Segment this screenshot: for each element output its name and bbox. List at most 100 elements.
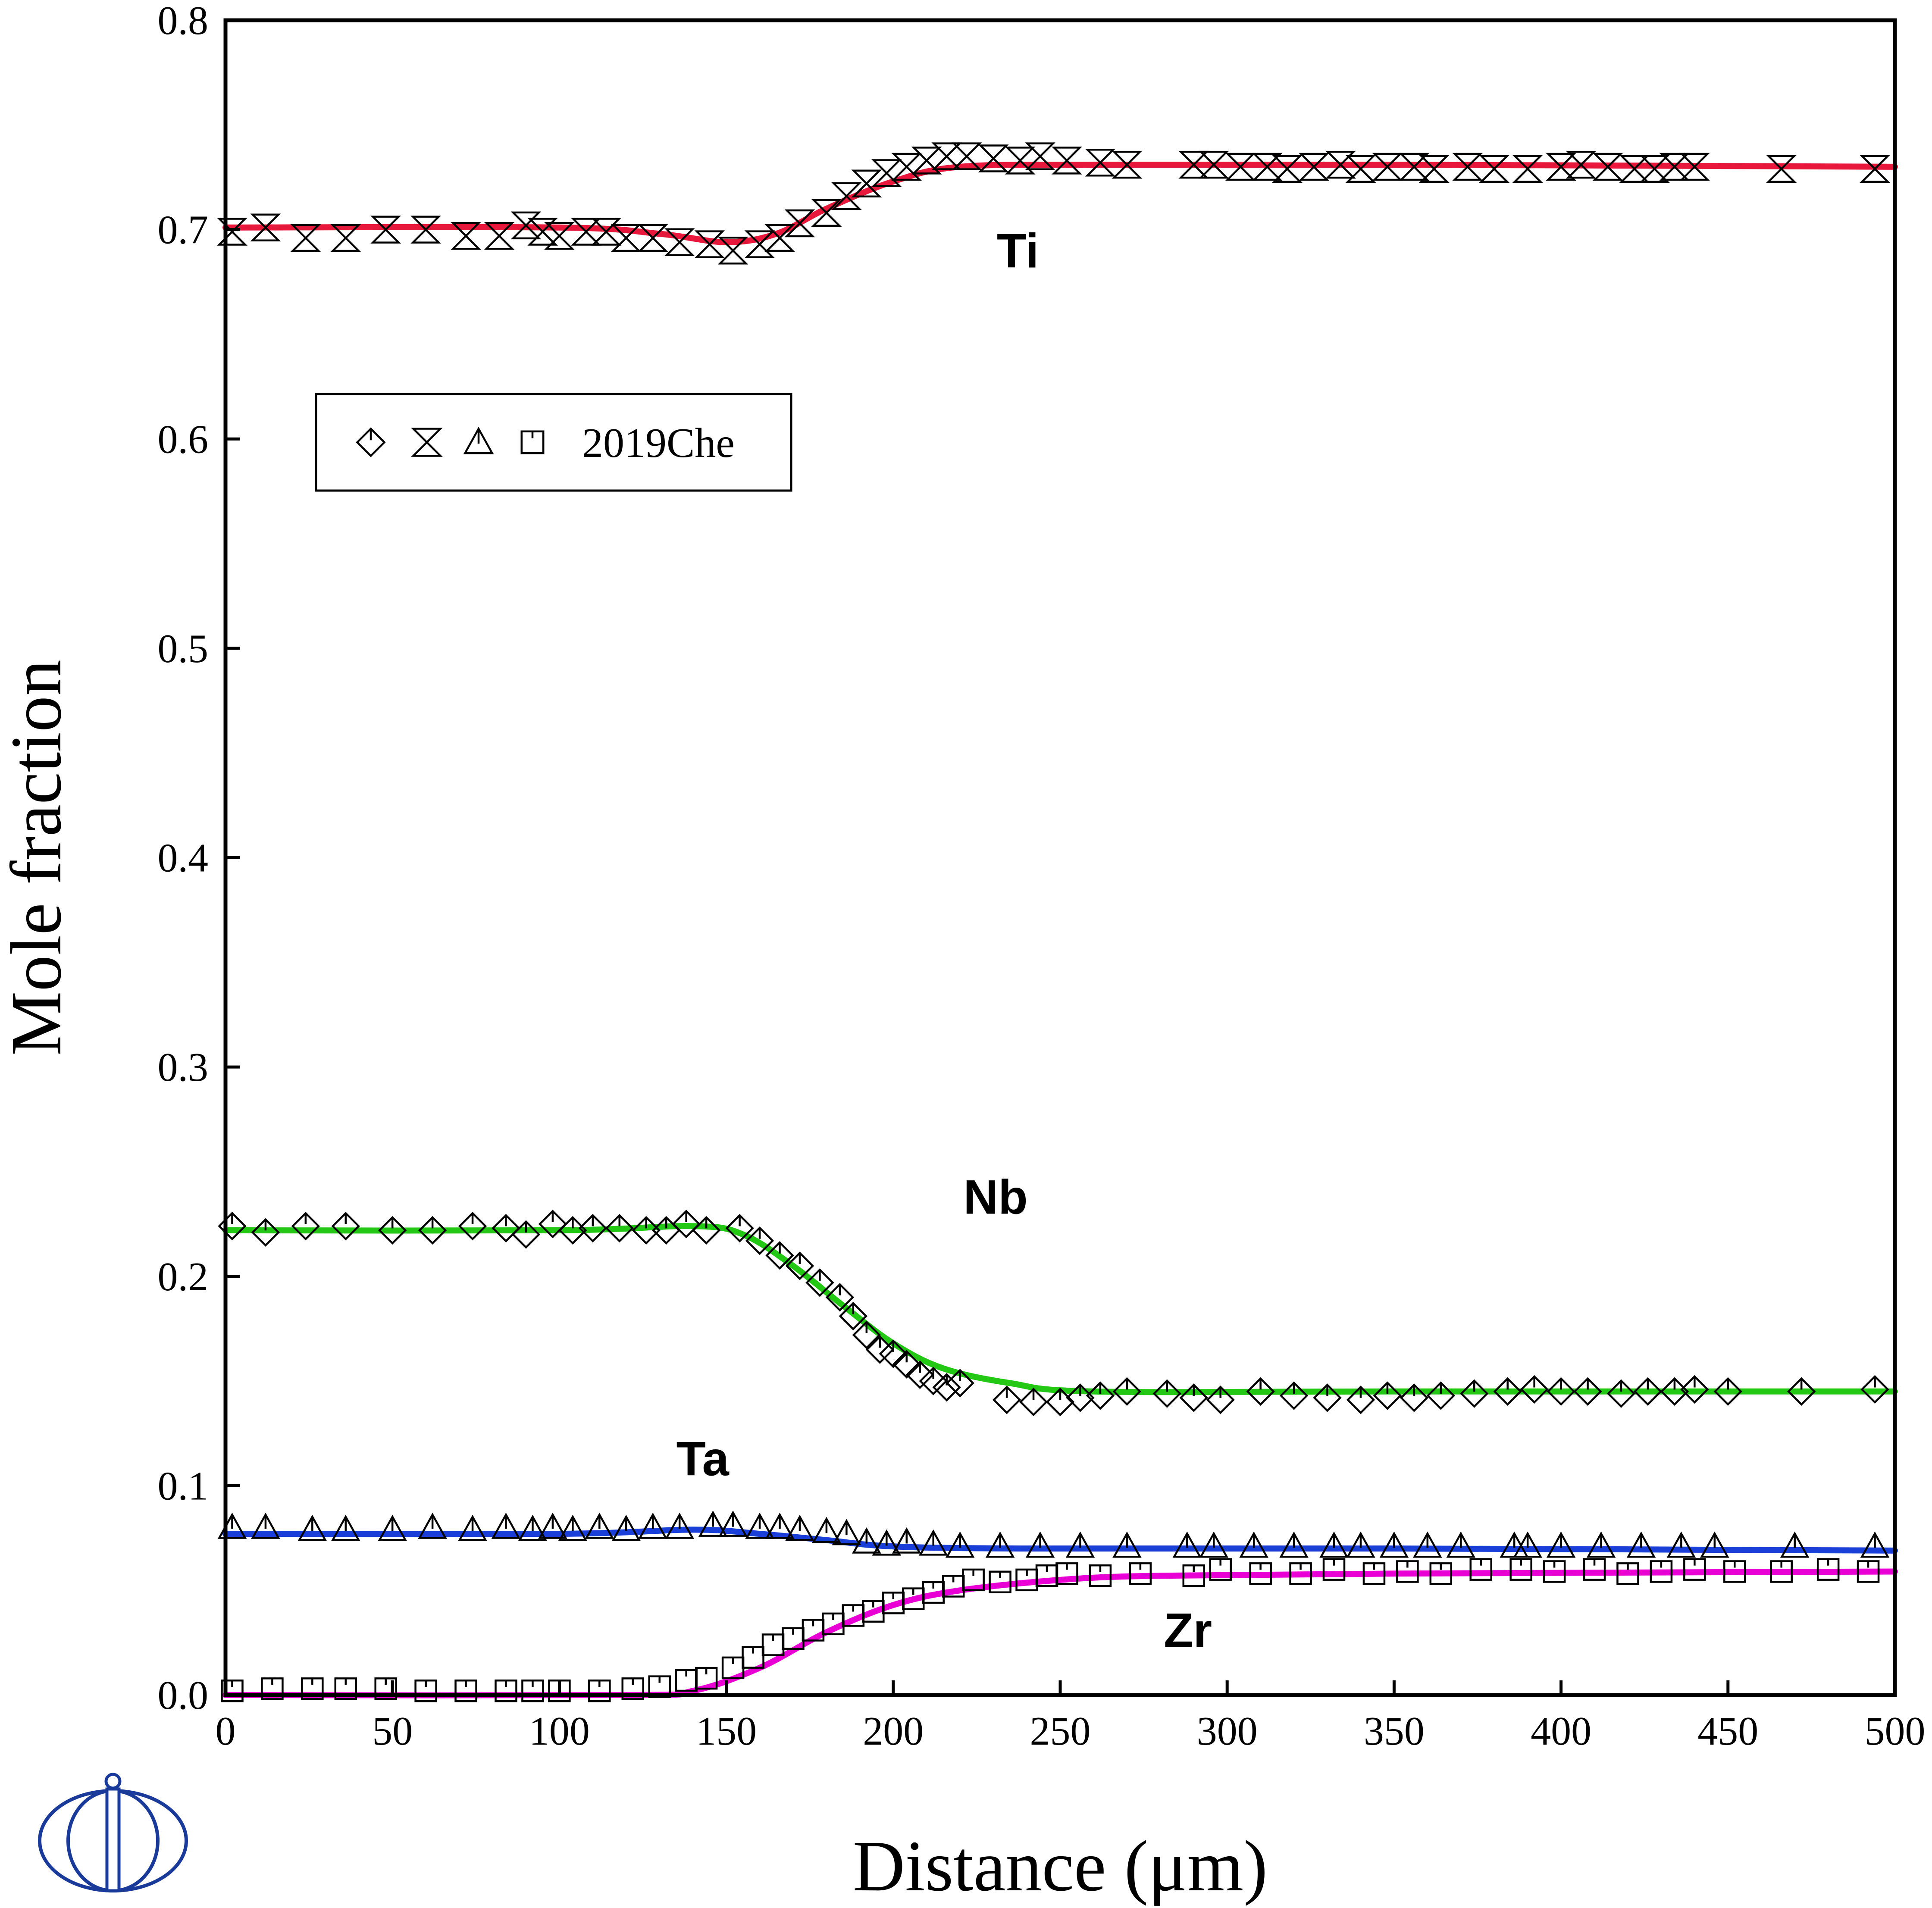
ta-point	[297, 1514, 327, 1541]
zr-point	[1543, 1560, 1566, 1583]
data-markers	[217, 142, 1890, 1702]
zr-point	[1583, 1558, 1606, 1581]
zr-point	[1816, 1558, 1840, 1581]
nb-point	[879, 1339, 908, 1368]
zr-point	[261, 1677, 284, 1700]
zr-curve	[222, 1568, 1898, 1698]
ta-point	[1199, 1531, 1229, 1558]
nb-point	[765, 1241, 794, 1270]
legend-marker-hourglass	[411, 428, 443, 457]
zr-point	[1857, 1560, 1880, 1583]
y-tick-label: 0.2	[158, 1254, 209, 1299]
zr-point	[1362, 1562, 1386, 1585]
zr-point	[1683, 1558, 1706, 1581]
nb-point	[1520, 1375, 1549, 1404]
legend-label: 2019Che	[582, 420, 735, 466]
nb-point	[992, 1386, 1021, 1414]
nb-point	[1373, 1381, 1402, 1410]
x-tick-label: 450	[1697, 1709, 1758, 1754]
ta-point	[1112, 1531, 1142, 1558]
ta-point	[491, 1512, 521, 1539]
nb-point	[1086, 1381, 1115, 1410]
nb-point	[1019, 1387, 1048, 1417]
ta-point	[378, 1514, 407, 1541]
zr-point	[1129, 1562, 1152, 1585]
y-tick-label: 0.7	[158, 208, 209, 253]
ta-point	[1626, 1531, 1656, 1558]
zr-point	[334, 1677, 357, 1700]
ti-point	[1860, 155, 1890, 183]
y-axis-title: Mole fraction	[0, 660, 76, 1056]
ti-point	[1479, 155, 1510, 183]
zr-point	[1469, 1558, 1492, 1581]
nb-point	[1573, 1377, 1602, 1406]
ti-point	[717, 236, 748, 265]
ta-point	[1239, 1531, 1268, 1558]
ta-point	[1346, 1531, 1375, 1558]
x-tick-label: 200	[863, 1709, 924, 1754]
ti-point	[217, 218, 247, 246]
nb-point	[1680, 1375, 1709, 1404]
ti-point	[811, 199, 842, 227]
nb-point	[1206, 1386, 1235, 1414]
ta-point	[1780, 1531, 1810, 1558]
nb-point	[672, 1210, 701, 1239]
ta-point	[518, 1514, 548, 1541]
ta-point	[1413, 1531, 1442, 1558]
nb-point	[1547, 1377, 1575, 1406]
ti-point	[1372, 153, 1403, 181]
nb-point	[692, 1216, 721, 1245]
ti-point	[1112, 150, 1143, 179]
ti-point	[1085, 148, 1116, 177]
x-tick-label: 50	[372, 1709, 413, 1754]
ti-point	[1592, 153, 1623, 181]
ta-point	[1500, 1531, 1529, 1558]
nb-point	[932, 1373, 961, 1402]
zr-point	[1249, 1562, 1272, 1585]
ta-point	[765, 1512, 795, 1539]
ti-point	[1052, 147, 1082, 175]
ti-point	[1299, 153, 1329, 181]
ti-point	[1252, 153, 1283, 181]
zr-point	[742, 1646, 764, 1669]
nb-point	[1493, 1377, 1522, 1406]
x-tick-label: 350	[1364, 1709, 1425, 1754]
nb-point	[218, 1212, 247, 1241]
series-label-zr: Zr	[1164, 1604, 1212, 1658]
ti-point	[410, 216, 442, 244]
ta-point	[1586, 1531, 1616, 1558]
ti-point	[1272, 155, 1303, 183]
ti-point	[611, 224, 642, 252]
ti-point	[1225, 153, 1256, 181]
ta-point	[1860, 1531, 1890, 1558]
logo-dot	[104, 1773, 122, 1790]
ta-point	[785, 1514, 814, 1541]
ti-point	[1025, 142, 1055, 170]
nb-point	[632, 1216, 661, 1245]
nb-point	[946, 1369, 974, 1398]
nb-point	[605, 1214, 634, 1243]
nb-point	[1346, 1386, 1375, 1414]
ti-point	[1452, 153, 1483, 181]
nb-point	[852, 1320, 881, 1349]
zr-point	[675, 1669, 698, 1692]
zr-point	[1616, 1562, 1639, 1585]
ta-point	[1379, 1531, 1409, 1558]
ti-point	[1639, 155, 1670, 183]
ti-point	[764, 224, 795, 252]
zr-point	[1322, 1558, 1346, 1581]
ta-point	[1700, 1531, 1729, 1558]
nb-point	[1606, 1379, 1636, 1408]
zr-point	[1035, 1564, 1058, 1587]
nb-point	[378, 1216, 407, 1245]
logo-bar	[105, 1787, 121, 1892]
ta-point	[538, 1512, 567, 1539]
ti-point	[978, 144, 1009, 172]
ta-point	[832, 1519, 861, 1545]
ti-point	[1659, 153, 1690, 181]
zr-point	[842, 1604, 865, 1627]
nb-point	[1633, 1377, 1663, 1406]
nb-point	[291, 1212, 320, 1241]
